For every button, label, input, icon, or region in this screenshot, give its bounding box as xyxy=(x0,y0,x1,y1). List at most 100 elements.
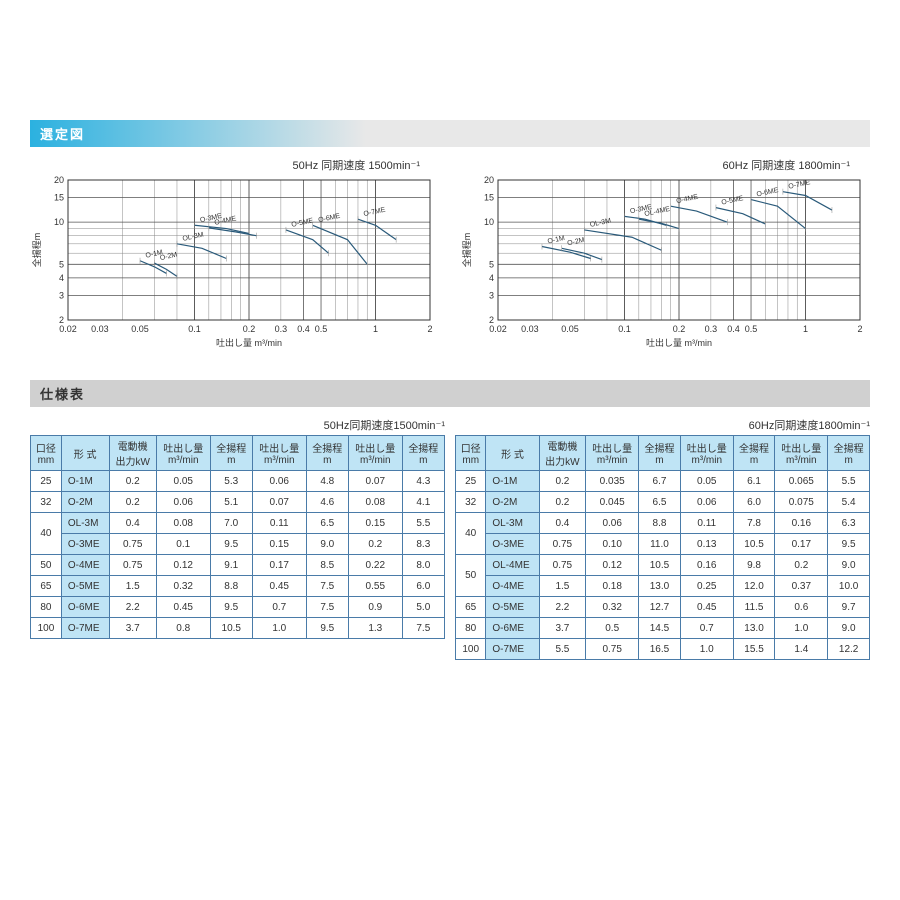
cell-kw: 1.5 xyxy=(109,576,156,597)
cell-q1: 0.45 xyxy=(156,597,210,618)
cell-kw: 0.2 xyxy=(539,492,586,513)
cell-q2: 0.17 xyxy=(252,555,306,576)
cell-h1: 13.0 xyxy=(639,576,681,597)
svg-text:20: 20 xyxy=(484,175,494,185)
col-dia: 口径mm xyxy=(456,436,486,471)
cell-kw: 0.2 xyxy=(539,471,586,492)
cell-h3: 12.2 xyxy=(828,639,870,660)
cell-h3: 9.0 xyxy=(828,555,870,576)
col-power: 電動機出力kW xyxy=(539,436,586,471)
cell-h1: 8.8 xyxy=(639,513,681,534)
cell-dia: 32 xyxy=(31,492,62,513)
cell-h3: 7.5 xyxy=(402,618,444,639)
table-60hz: 口径mm形 式電動機出力kW吐出し量m³/min全揚程m吐出し量m³/min全揚… xyxy=(455,435,870,660)
cell-q2: 0.05 xyxy=(680,471,733,492)
cell-kw: 0.75 xyxy=(109,555,156,576)
table-row: 80O-6ME2.20.459.50.77.50.95.0 xyxy=(31,597,445,618)
svg-text:0.2: 0.2 xyxy=(243,324,256,334)
col-h2: 全揚程m xyxy=(733,436,775,471)
svg-text:0.03: 0.03 xyxy=(91,324,109,334)
cell-q1: 0.06 xyxy=(586,513,639,534)
cell-dia: 40 xyxy=(456,513,486,555)
cell-q2: 0.16 xyxy=(680,555,733,576)
cell-dia: 25 xyxy=(31,471,62,492)
cell-kw: 3.7 xyxy=(539,618,586,639)
cell-q2: 0.06 xyxy=(252,471,306,492)
table-60hz-title: 60Hz同期速度1800min⁻¹ xyxy=(455,417,870,433)
col-q3: 吐出し量m³/min xyxy=(775,436,828,471)
cell-q1: 0.32 xyxy=(586,597,639,618)
svg-text:1: 1 xyxy=(373,324,378,334)
cell-q1: 0.5 xyxy=(586,618,639,639)
cell-h2: 9.8 xyxy=(733,555,775,576)
tables-row: 50Hz同期速度1500min⁻¹ 口径mm形 式電動機出力kW吐出し量m³/m… xyxy=(30,417,870,660)
chart-60hz-block: 60Hz 同期速度 1800min⁻¹ 0.020.030.050.10.20.… xyxy=(460,157,870,350)
table-50hz-block: 50Hz同期速度1500min⁻¹ 口径mm形 式電動機出力kW吐出し量m³/m… xyxy=(30,417,445,660)
table-row: 25O-1M0.20.0356.70.056.10.0655.5 xyxy=(456,471,870,492)
svg-text:0.02: 0.02 xyxy=(59,324,77,334)
cell-kw: 3.7 xyxy=(109,618,156,639)
svg-text:O-5ME: O-5ME xyxy=(721,195,744,207)
cell-q1: 0.32 xyxy=(156,576,210,597)
cell-model: O-7ME xyxy=(61,618,109,639)
cell-q3: 0.075 xyxy=(775,492,828,513)
svg-text:O-7ME: O-7ME xyxy=(363,207,386,219)
cell-q2: 0.11 xyxy=(252,513,306,534)
spec-section-header: 仕様表 xyxy=(30,380,870,407)
cell-h1: 10.5 xyxy=(639,555,681,576)
cell-h1: 9.1 xyxy=(210,555,252,576)
table-row: 65O-5ME1.50.328.80.457.50.556.0 xyxy=(31,576,445,597)
cell-model: O-4ME xyxy=(61,555,109,576)
col-h3: 全揚程m xyxy=(828,436,870,471)
cell-h1: 7.0 xyxy=(210,513,252,534)
cell-h3: 5.4 xyxy=(828,492,870,513)
cell-h1: 12.7 xyxy=(639,597,681,618)
cell-q1: 0.06 xyxy=(156,492,210,513)
table-row: 50O-4ME0.750.129.10.178.50.228.0 xyxy=(31,555,445,576)
col-q3: 吐出し量m³/min xyxy=(348,436,402,471)
table-row: O-3ME0.750.19.50.159.00.28.3 xyxy=(31,534,445,555)
cell-dia: 32 xyxy=(456,492,486,513)
cell-q3: 0.37 xyxy=(775,576,828,597)
col-model: 形 式 xyxy=(61,436,109,471)
svg-text:0.4: 0.4 xyxy=(297,324,310,334)
table-row: 40OL-3M0.40.068.80.117.80.166.3 xyxy=(456,513,870,534)
cell-h1: 6.5 xyxy=(639,492,681,513)
svg-text:0.1: 0.1 xyxy=(618,324,631,334)
cell-h1: 11.0 xyxy=(639,534,681,555)
cell-dia: 65 xyxy=(456,597,486,618)
col-q2: 吐出し量m³/min xyxy=(680,436,733,471)
svg-text:0.3: 0.3 xyxy=(705,324,718,334)
col-h1: 全揚程m xyxy=(210,436,252,471)
cell-q1: 0.75 xyxy=(586,639,639,660)
cell-h2: 6.5 xyxy=(306,513,348,534)
cell-q2: 0.15 xyxy=(252,534,306,555)
cell-q2: 0.13 xyxy=(680,534,733,555)
cell-q1: 0.045 xyxy=(586,492,639,513)
cell-h2: 6.0 xyxy=(733,492,775,513)
svg-text:0.05: 0.05 xyxy=(131,324,149,334)
svg-text:0.03: 0.03 xyxy=(521,324,539,334)
cell-h1: 16.5 xyxy=(639,639,681,660)
col-h1: 全揚程m xyxy=(639,436,681,471)
svg-text:15: 15 xyxy=(484,192,494,202)
svg-text:2: 2 xyxy=(59,315,64,325)
cell-model: O-6ME xyxy=(61,597,109,618)
svg-text:全揚程m: 全揚程m xyxy=(461,233,472,268)
chart-50hz-block: 50Hz 同期速度 1500min⁻¹ 0.020.030.050.10.20.… xyxy=(30,157,440,350)
cell-q1: 0.035 xyxy=(586,471,639,492)
cell-model: O-1M xyxy=(486,471,539,492)
svg-text:O-7ME: O-7ME xyxy=(788,179,811,191)
cell-q3: 1.3 xyxy=(348,618,402,639)
cell-q3: 1.4 xyxy=(775,639,828,660)
svg-text:10: 10 xyxy=(54,217,64,227)
cell-dia: 65 xyxy=(31,576,62,597)
cell-kw: 0.4 xyxy=(109,513,156,534)
svg-text:5: 5 xyxy=(489,259,494,269)
col-q1: 吐出し量m³/min xyxy=(586,436,639,471)
cell-q3: 0.2 xyxy=(348,534,402,555)
cell-h3: 10.0 xyxy=(828,576,870,597)
cell-h2: 11.5 xyxy=(733,597,775,618)
cell-model: O-4ME xyxy=(486,576,539,597)
cell-q3: 0.07 xyxy=(348,471,402,492)
